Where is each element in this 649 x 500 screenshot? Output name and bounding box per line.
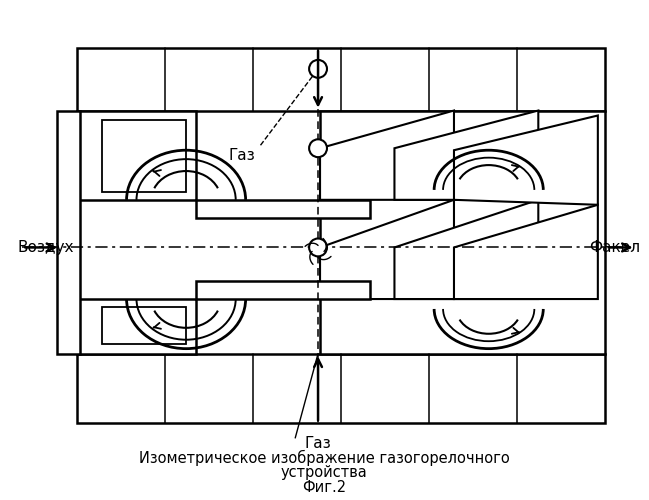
Polygon shape [320, 200, 454, 299]
Circle shape [309, 140, 327, 157]
Text: Изометрическое изображение газогорелочного: Изометрическое изображение газогорелочно… [139, 450, 509, 466]
Polygon shape [320, 110, 454, 200]
Polygon shape [77, 354, 605, 423]
Polygon shape [196, 200, 370, 218]
Polygon shape [102, 307, 186, 344]
Text: Факел: Факел [589, 240, 641, 255]
Polygon shape [102, 120, 186, 192]
Text: Газ: Газ [304, 436, 332, 451]
Text: Воздух: Воздух [18, 240, 74, 255]
Text: устройства: устройства [280, 464, 367, 479]
Text: Газ: Газ [229, 148, 256, 162]
Polygon shape [454, 116, 598, 205]
Polygon shape [57, 110, 80, 354]
Circle shape [309, 238, 327, 256]
Polygon shape [77, 48, 605, 110]
Polygon shape [395, 200, 538, 299]
Polygon shape [77, 299, 196, 354]
Polygon shape [454, 205, 598, 299]
Polygon shape [196, 281, 370, 299]
Polygon shape [77, 110, 196, 200]
Polygon shape [320, 110, 605, 354]
Circle shape [309, 60, 327, 78]
Text: Фиг.2: Фиг.2 [302, 480, 346, 494]
Polygon shape [395, 110, 538, 200]
